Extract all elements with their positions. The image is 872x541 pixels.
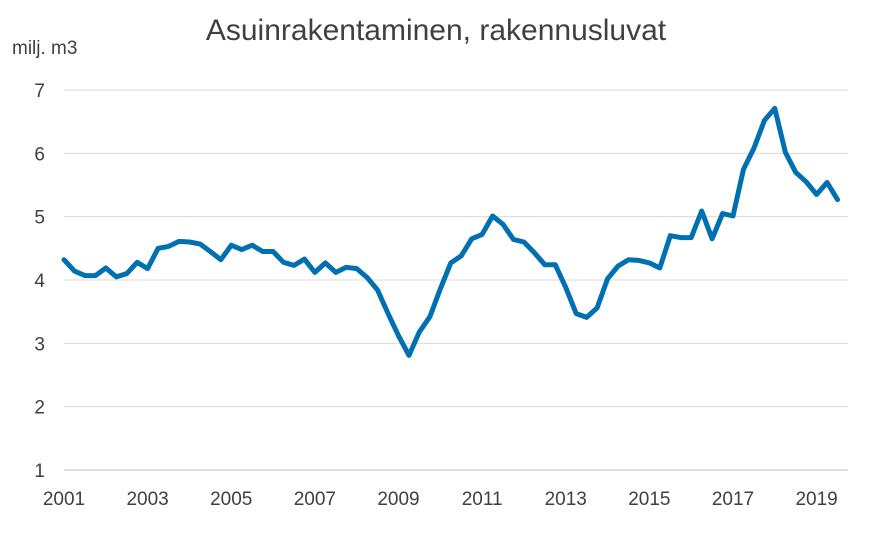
y-tick-label: 7 [34, 81, 45, 102]
gridlines [64, 89, 848, 408]
x-tick-label: 2019 [795, 489, 837, 510]
x-tick-label: 2011 [462, 489, 503, 510]
y-tick-label: 4 [34, 271, 45, 292]
x-tick-label: 2005 [210, 489, 252, 510]
x-tick-label: 2001 [43, 489, 85, 510]
x-axis-ticks: 2001 2003 2005 2007 2009 2011 2013 2015 2017 2019 [43, 489, 838, 510]
y-tick-label: 2 [34, 398, 45, 419]
y-axis-ticks: 1 2 3 4 5 6 7 [34, 81, 45, 482]
series [61, 105, 840, 358]
y-tick-label: 6 [34, 144, 45, 165]
x-tick-label: 2013 [545, 489, 587, 510]
chart-title: Asuinrakentaminen, rakennusluvat [205, 14, 667, 47]
y-tick-label: 3 [34, 334, 45, 355]
x-tick-label: 2015 [628, 489, 670, 510]
y-tick-label: 5 [34, 208, 45, 229]
y-tick-label: 1 [34, 461, 45, 482]
x-tick-label: 2017 [712, 489, 754, 510]
x-tick-label: 2003 [126, 489, 168, 510]
series-line [61, 105, 840, 358]
y-axis-unit-label: milj. m3 [12, 38, 78, 59]
x-tick-label: 2009 [377, 489, 419, 510]
x-tick-label: 2007 [294, 489, 336, 510]
